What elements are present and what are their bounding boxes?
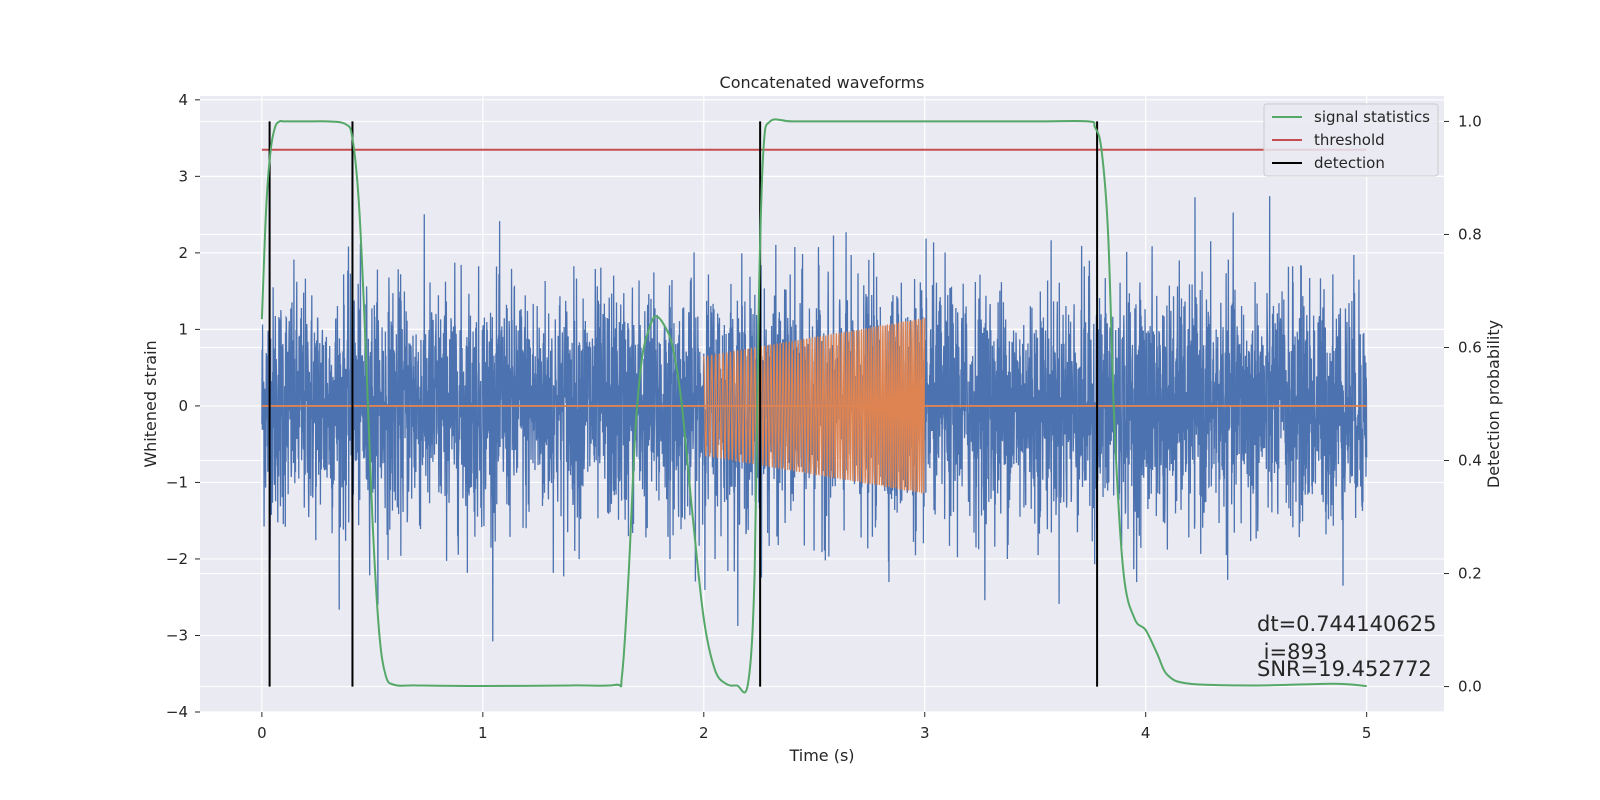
y-right-tick-label-4: 0.8: [1458, 225, 1482, 243]
y-tick-label-8: 4: [178, 91, 188, 109]
injected-chirp-line: [703, 317, 926, 494]
annotation-i: i=893: [1257, 640, 1327, 664]
signal-statistics-line: [260, 118, 1367, 694]
legend-label-statistics: signal statistics: [1314, 108, 1430, 126]
y-right-tick-label-3: 0.6: [1458, 338, 1482, 356]
y-ticks: −4 −3 −2 −1 0 1 2 3 4: [166, 91, 200, 721]
chart-title: Concatenated waveforms: [720, 73, 925, 92]
x-tick-label-4: 4: [1141, 724, 1151, 742]
series-layer: [260, 118, 1368, 694]
legend: signal statistics threshold detection: [1263, 103, 1439, 177]
annotation-snr: SNR=19.452772: [1257, 657, 1432, 681]
y-axis-label: Whitened strain: [141, 340, 160, 467]
y-tick-label-1: −3: [166, 626, 188, 644]
y-tick-label-4: 0: [178, 397, 188, 415]
y-tick-label-7: 3: [178, 167, 188, 185]
y-right-tick-label-1: 0.2: [1458, 565, 1482, 583]
annotation-dt: dt=0.744140625: [1257, 612, 1436, 636]
y-tick-label-6: 2: [178, 244, 188, 262]
x-tick-label-2: 2: [699, 724, 709, 742]
x-axis-label: Time (s): [788, 746, 854, 765]
y-right-ticks: 0.0 0.2 0.4 0.6 0.8 1.0: [1444, 112, 1482, 696]
legend-box: [1263, 103, 1439, 177]
legend-label-threshold: threshold: [1314, 131, 1385, 149]
x-tick-label-0: 0: [257, 724, 267, 742]
y-tick-label-2: −2: [166, 550, 188, 568]
y-right-axis-label: Detection probability: [1484, 320, 1503, 488]
x-ticks: 0 1 2 3 4 5: [257, 712, 1371, 742]
y-tick-label-5: 1: [178, 320, 188, 338]
y-tick-label-3: −1: [166, 473, 188, 491]
x-tick-label-5: 5: [1362, 724, 1372, 742]
y-right-tick-label-0: 0.0: [1458, 678, 1482, 696]
y-tick-label-0: −4: [166, 703, 188, 721]
y-right-tick-label-2: 0.4: [1458, 452, 1482, 470]
x-tick-label-1: 1: [478, 724, 488, 742]
y-right-tick-label-5: 1.0: [1458, 112, 1482, 130]
x-tick-label-3: 3: [920, 724, 930, 742]
legend-label-detection: detection: [1314, 154, 1385, 172]
